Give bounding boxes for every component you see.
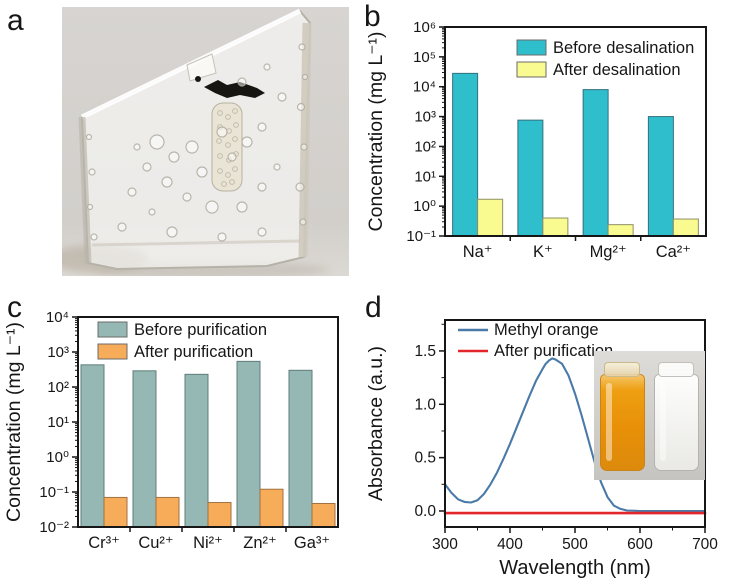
b-chart-svg: 10⁻¹ 10⁰ 10¹ 10² 10³ 10⁴ 10⁵ 10⁶ Na⁺ K⁺ Mg²⁺ Ca²⁺ Co… — [365, 19, 707, 261]
c-chart-svg: 10⁻² 10⁻¹ 10⁰ 10¹ 10² 10³ 10⁴ Cr³⁺ Cu²⁺ Ni²⁺ Zn²⁺ G… — [3, 309, 339, 552]
svg-text:Methyl orange: Methyl orange — [494, 321, 599, 339]
svg-text:600: 600 — [627, 536, 653, 553]
desalination-bar-chart: 10⁻¹ 10⁰ 10¹ 10² 10³ 10⁴ 10⁵ 10⁶ Na⁺ K⁺ Mg²⁺ Ca²⁺ Co… — [360, 0, 736, 290]
svg-text:300: 300 — [432, 536, 458, 553]
svg-text:Concentration (mg L⁻¹): Concentration (mg L⁻¹) — [365, 32, 387, 232]
svg-text:10⁵: 10⁵ — [413, 49, 436, 66]
svg-text:Ni²⁺: Ni²⁺ — [193, 534, 223, 552]
crystal-photo-svg — [48, 7, 349, 279]
svg-text:Concentration (mg L⁻¹): Concentration (mg L⁻¹) — [3, 322, 25, 522]
d-chart-svg: 300 400 500 600 700 0.0 0.5 1.0 1.5 Wavelength (n… — [365, 319, 718, 579]
svg-text:10³: 10³ — [414, 109, 436, 126]
svg-text:10⁻²: 10⁻² — [39, 519, 69, 536]
panel-b: b 10⁻¹ 10⁰ 10¹ 10² 10³ 10⁴ 10⁵ 10⁶ Na⁺ K⁺ Mg²⁺ Ca²⁺… — [360, 0, 736, 290]
svg-text:After desalination: After desalination — [553, 61, 681, 79]
svg-text:K⁺: K⁺ — [533, 243, 553, 261]
svg-text:10²: 10² — [47, 379, 69, 396]
svg-text:10¹: 10¹ — [414, 168, 436, 185]
svg-text:Absorbance (a.u.): Absorbance (a.u.) — [365, 346, 387, 501]
svg-text:10⁶: 10⁶ — [413, 19, 436, 36]
svg-text:Cu²⁺: Cu²⁺ — [138, 534, 173, 552]
panel-c: c 10⁻² 10⁻¹ 10⁰ 10¹ 10² 10³ 10⁴ Cr³⁺ Cu²⁺ Ni²⁺ Zn²… — [0, 285, 360, 580]
svg-text:1.5: 1.5 — [414, 343, 436, 360]
vial-methyl-orange — [600, 362, 645, 471]
svg-text:10⁰: 10⁰ — [46, 449, 69, 466]
svg-text:Ga³⁺: Ga³⁺ — [294, 534, 330, 552]
inset-photo-vials — [594, 351, 705, 480]
svg-text:10⁴: 10⁴ — [46, 309, 69, 326]
svg-text:Mg²⁺: Mg²⁺ — [590, 243, 627, 261]
panel-b-letter: b — [364, 0, 381, 33]
absorbance-line-chart: 300 400 500 600 700 0.0 0.5 1.0 1.5 Wavelength (n… — [360, 285, 736, 580]
vial-highlight — [606, 383, 612, 461]
svg-text:Ca²⁺: Ca²⁺ — [656, 243, 691, 261]
svg-text:1.0: 1.0 — [414, 396, 436, 413]
svg-text:Before purification: Before purification — [134, 321, 267, 339]
svg-text:400: 400 — [497, 536, 523, 553]
svg-text:700: 700 — [692, 536, 718, 553]
svg-text:Na⁺: Na⁺ — [463, 243, 493, 261]
svg-text:10⁻¹: 10⁻¹ — [39, 484, 69, 501]
panel-d: d 300 400 500 600 700 0.0 0.5 1.0 1.5 Wavelength … — [360, 285, 736, 580]
panel-a: a — [0, 0, 360, 290]
crystal-photo — [48, 7, 349, 279]
svg-text:10⁻¹: 10⁻¹ — [406, 228, 436, 245]
svg-text:10¹: 10¹ — [47, 414, 69, 431]
svg-text:Wavelength (nm): Wavelength (nm) — [499, 557, 651, 579]
panel-a-letter: a — [7, 4, 24, 37]
svg-text:Cr³⁺: Cr³⁺ — [88, 534, 120, 552]
svg-text:Before desalination: Before desalination — [553, 39, 694, 57]
vial-cap — [604, 362, 640, 377]
vial-cap — [658, 362, 694, 377]
panel-c-letter: c — [7, 291, 22, 324]
svg-text:10³: 10³ — [47, 344, 69, 361]
vial-purified-water — [654, 362, 699, 471]
svg-text:10⁰: 10⁰ — [413, 198, 436, 215]
svg-text:0.5: 0.5 — [414, 450, 436, 467]
purification-bar-chart: 10⁻² 10⁻¹ 10⁰ 10¹ 10² 10³ 10⁴ Cr³⁺ Cu²⁺ Ni²⁺ Zn²⁺ G… — [0, 285, 360, 580]
svg-text:After purification: After purification — [134, 343, 253, 361]
svg-text:10²: 10² — [414, 138, 436, 155]
svg-text:After purification: After purification — [494, 342, 613, 360]
svg-text:10⁴: 10⁴ — [413, 79, 436, 96]
svg-text:0.0: 0.0 — [414, 503, 436, 520]
vial-highlight — [660, 383, 666, 461]
svg-text:500: 500 — [562, 536, 588, 553]
panel-d-letter: d — [365, 291, 382, 324]
svg-text:Zn²⁺: Zn²⁺ — [243, 534, 276, 552]
